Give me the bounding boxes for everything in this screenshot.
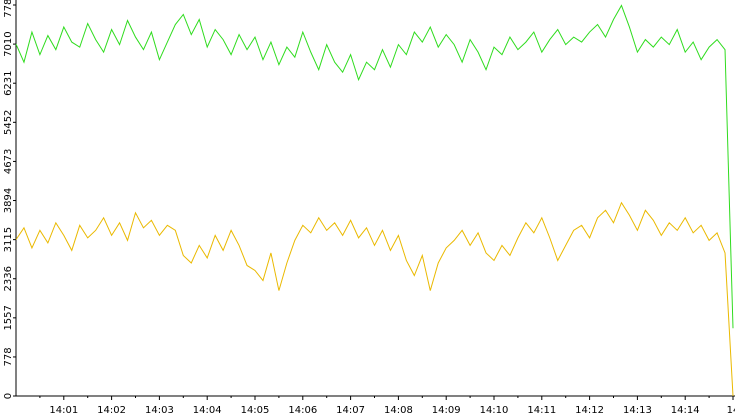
x-tick-label: 14:06 <box>288 405 317 415</box>
x-tick-label: 14:14 <box>671 405 700 415</box>
x-tick-label: 14:02 <box>97 405 126 415</box>
x-tick-label: 14:09 <box>432 405 461 415</box>
x-tick-label: 14:11 <box>527 405 556 415</box>
y-tick-label: 778 <box>3 347 14 366</box>
x-tick-label: 14:13 <box>623 405 652 415</box>
x-tick-label: 14:04 <box>193 405 222 415</box>
data-line <box>15 4 734 329</box>
y-tick-label: 1557 <box>3 305 14 330</box>
y-tick-label: 4673 <box>3 149 14 174</box>
x-tick-label: 14:08 <box>384 405 413 415</box>
y-tick-label: 6231 <box>3 70 14 95</box>
x-tick-label: 14:01 <box>49 405 78 415</box>
x-tick-label: 14:07 <box>336 405 365 415</box>
y-tick-label: 3115 <box>3 227 14 252</box>
y-tick-label: 0 <box>3 393 14 399</box>
y-tick-label: 7010 <box>3 31 14 56</box>
x-tick-label: 14 <box>727 405 735 415</box>
y-tick-label: 2336 <box>3 266 14 291</box>
x-tick-label: 14:10 <box>480 405 509 415</box>
y-tick-label: 5452 <box>3 110 14 135</box>
x-tick-label: 14:12 <box>575 405 604 415</box>
y-tick-label: 3894 <box>3 188 14 213</box>
x-tick-label: 14:05 <box>241 405 270 415</box>
data-line <box>15 201 734 397</box>
x-tick-label: 14:03 <box>145 405 174 415</box>
y-tick-label: 7789 <box>3 0 14 18</box>
